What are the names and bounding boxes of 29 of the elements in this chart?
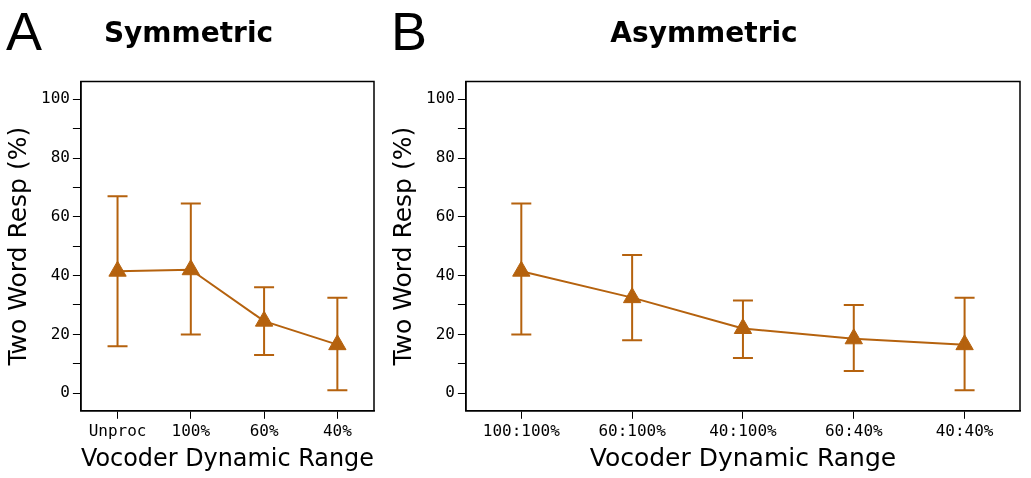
x-tick-label: 60:100% — [598, 420, 667, 440]
y-axis-title: Two Word Resp (%) — [387, 126, 417, 367]
y-tick-label: 60 — [435, 205, 455, 225]
y-axis-title: Two Word Resp (%) — [2, 126, 32, 367]
chart-title: Symmetric — [103, 16, 274, 50]
text: A — [6, 0, 43, 62]
x-tick-label: 100:100% — [482, 420, 561, 440]
x-axis-title: Vocoder Dynamic Range — [80, 442, 374, 472]
y-tick-label: 40 — [50, 264, 70, 284]
text: B — [391, 0, 428, 62]
y-tick-label: 60 — [50, 205, 70, 225]
y-tick-label: 100 — [425, 88, 455, 108]
y-tick-label: 40 — [435, 264, 455, 284]
x-tick-label: 40:40% — [935, 420, 994, 440]
chart-title: Asymmetric — [610, 16, 798, 50]
y-tick-label: 80 — [50, 147, 70, 167]
y-tick-label: 100 — [40, 88, 70, 108]
y-tick-label: 0 — [445, 382, 455, 402]
y-tick-label: 20 — [50, 323, 70, 343]
x-axis-title: Vocoder Dynamic Range — [589, 442, 897, 472]
x-tick-label: 40% — [322, 420, 353, 440]
y-tick-label: 80 — [435, 147, 455, 167]
y-tick-label: 0 — [60, 382, 70, 402]
x-tick-label: 60:40% — [824, 420, 884, 440]
x-tick-label: 100% — [171, 420, 211, 440]
y-tick-label: 20 — [435, 323, 455, 343]
x-tick-label: 60% — [249, 420, 279, 440]
x-tick-label: 40:100% — [709, 420, 778, 440]
x-tick-label: Unproc — [88, 420, 147, 440]
